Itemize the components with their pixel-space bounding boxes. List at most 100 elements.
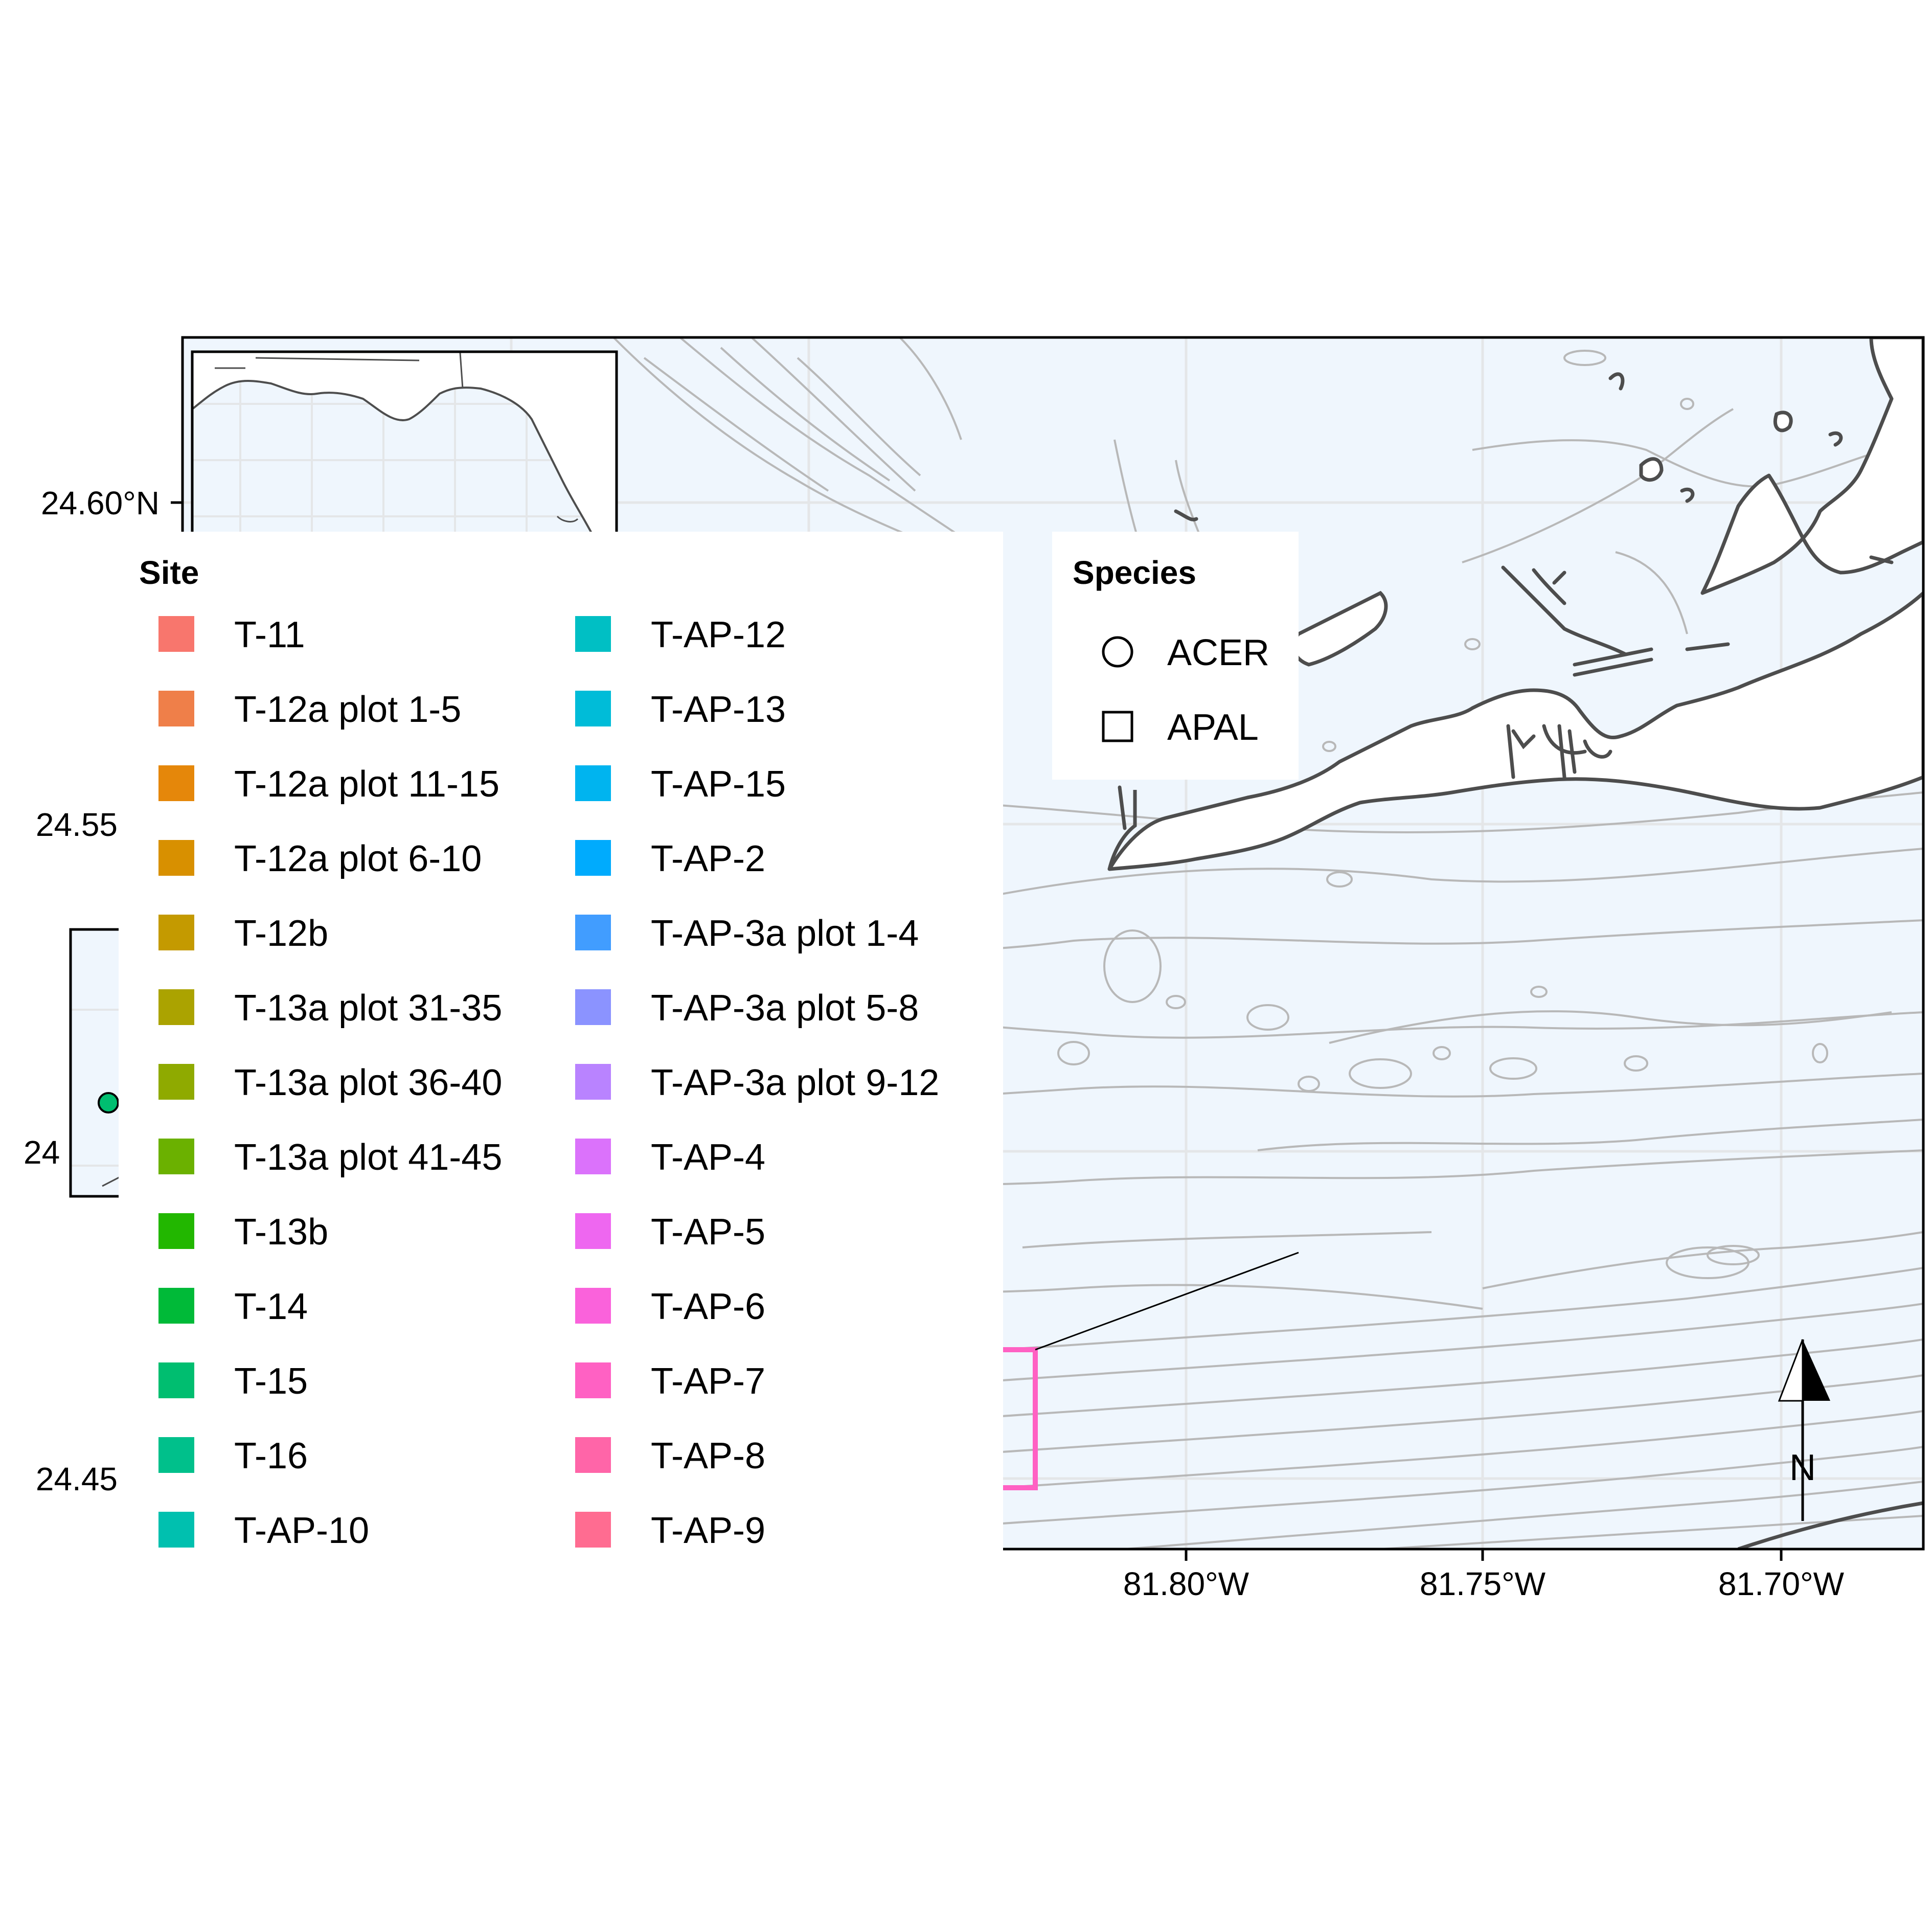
square-symbol-icon: [1102, 711, 1133, 742]
site-swatch-t-ap-9: [575, 1512, 611, 1548]
site-label-t-ap-4: T-AP-4: [651, 1137, 765, 1178]
site-swatch-t-ap-8: [575, 1437, 611, 1473]
site-legend-item-t-ap-7: T-AP-7: [575, 1361, 765, 1402]
site-label-t-ap-5: T-AP-5: [651, 1212, 765, 1253]
site-label-t-13a-plot-31-35: T-13a plot 31-35: [234, 988, 502, 1029]
site-label-t-ap-13: T-AP-13: [651, 689, 786, 730]
site-legend-item-t-ap-15: T-AP-15: [575, 764, 786, 805]
site-swatch-t-12b: [158, 915, 194, 950]
site-label-t-ap-12: T-AP-12: [651, 615, 786, 655]
site-legend-item-t-ap-13: T-AP-13: [575, 689, 786, 730]
site-legend-item-t-11: T-11: [158, 615, 305, 655]
site-label-t-12a-plot-11-15: T-12a plot 11-15: [234, 764, 499, 805]
site-swatch-t-ap-12: [575, 616, 611, 652]
small-key-2: [1773, 411, 1793, 433]
lon-label-81-75: 81.75°W: [1420, 1565, 1546, 1602]
site-swatch-t-ap-3a-plot-9-12: [575, 1064, 611, 1100]
survey-point-marker[interactable]: [98, 1092, 119, 1113]
site-swatch-t-13a-plot-41-45: [158, 1139, 194, 1174]
florida-inset-map[interactable]: [191, 350, 618, 537]
site-swatch-t-13b: [158, 1213, 194, 1249]
fleming-key: [1291, 590, 1388, 667]
florida-landmass: [192, 352, 617, 536]
species-label-apal: APAL: [1167, 707, 1259, 748]
north-arrow-label: N: [1789, 1447, 1816, 1488]
site-swatch-t-ap-13: [575, 691, 611, 726]
site-legend-item-t-ap-3a-plot-5-8: T-AP-3a plot 5-8: [575, 988, 919, 1029]
species-legend: Species ACER APAL: [1052, 532, 1299, 780]
site-swatch-t-ap-5: [575, 1213, 611, 1249]
site-swatch-t-ap-3a-plot-1-4: [575, 915, 611, 950]
site-label-t-12a-plot-6-10: T-12a plot 6-10: [234, 838, 482, 879]
lat-label-24-45: 24.45: [36, 1461, 118, 1497]
site-label-t-11: T-11: [234, 615, 305, 655]
site-legend-item-t-ap-8: T-AP-8: [575, 1436, 765, 1476]
site-swatch-t-13a-plot-36-40: [158, 1064, 194, 1100]
latitude-axis-labels: 24.60°N 24.55 24.45 24: [24, 485, 160, 1497]
site-swatch-t-ap-7: [575, 1362, 611, 1398]
site-label-t-ap-9: T-AP-9: [651, 1510, 765, 1551]
site-legend-item-t-12a-plot-1-5: T-12a plot 1-5: [158, 689, 461, 730]
site-swatch-t-16: [158, 1437, 194, 1473]
site-legend-item-t-12a-plot-6-10: T-12a plot 6-10: [158, 838, 482, 879]
site-label-t-ap-15: T-AP-15: [651, 764, 786, 805]
site-label-t-13a-plot-41-45: T-13a plot 41-45: [234, 1137, 502, 1178]
species-legend-items: ACER APAL: [1102, 632, 1269, 748]
site-label-t-15: T-15: [234, 1361, 308, 1402]
site-label-t-ap-7: T-AP-7: [651, 1361, 765, 1402]
site-swatch-t-12a-plot-1-5: [158, 691, 194, 726]
site-legend-item-t-ap-3a-plot-9-12: T-AP-3a plot 9-12: [575, 1062, 939, 1103]
site-legend-item-t-14: T-14: [158, 1286, 308, 1327]
lon-label-81-70: 81.70°W: [1718, 1565, 1845, 1602]
key-west-island: [1107, 591, 1923, 871]
site-swatch-t-ap-6: [575, 1288, 611, 1324]
coastline: [1107, 337, 1923, 1549]
small-key: [1639, 457, 1664, 482]
species-legend-title: Species: [1073, 554, 1196, 591]
site-legend-item-t-12b: T-12b: [158, 913, 328, 954]
coastline-southeast: [1737, 1501, 1923, 1549]
site-label-t-12a-plot-1-5: T-12a plot 1-5: [234, 689, 461, 730]
site-label-t-ap-3a-plot-9-12: T-AP-3a plot 9-12: [651, 1062, 939, 1103]
site-label-t-ap-2: T-AP-2: [651, 838, 765, 879]
coastline-west: [1107, 790, 1137, 870]
site-label-t-13a-plot-36-40: T-13a plot 36-40: [234, 1062, 502, 1103]
site-swatch-t-ap-3a-plot-5-8: [575, 989, 611, 1025]
site-legend-item-t-13a-plot-31-35: T-13a plot 31-35: [158, 988, 502, 1029]
site-legend-item-t-15: T-15: [158, 1361, 308, 1402]
lat-label-24-55: 24.55: [36, 806, 118, 843]
northern-keys: [1700, 337, 1923, 595]
lon-label-81-80: 81.80°W: [1123, 1565, 1249, 1602]
site-label-t-ap-10: T-AP-10: [234, 1510, 369, 1551]
site-legend-item-t-13a-plot-36-40: T-13a plot 36-40: [158, 1062, 502, 1103]
site-legend-item-t-ap-6: T-AP-6: [575, 1286, 765, 1327]
species-legend-background: [1052, 532, 1299, 780]
site-swatch-t-14: [158, 1288, 194, 1324]
site-label-t-ap-6: T-AP-6: [651, 1286, 765, 1327]
site-legend-item-t-ap-10: T-AP-10: [158, 1510, 369, 1551]
site-swatch-t-12a-plot-6-10: [158, 840, 194, 876]
circle-symbol-icon: [1102, 636, 1133, 668]
site-label-t-12b: T-12b: [234, 913, 328, 954]
site-legend-item-t-12a-plot-11-15: T-12a plot 11-15: [158, 764, 499, 805]
site-swatch-t-13a-plot-31-35: [158, 989, 194, 1025]
lat-label-24-60: 24.60°N: [41, 485, 160, 521]
site-swatch-t-ap-10: [158, 1512, 194, 1548]
site-legend-item-t-ap-2: T-AP-2: [575, 838, 765, 879]
site-legend-background: [119, 532, 1003, 1575]
site-swatch-t-12a-plot-11-15: [158, 765, 194, 801]
site-swatch-t-15: [158, 1362, 194, 1398]
site-legend-item-t-13a-plot-41-45: T-13a plot 41-45: [158, 1137, 502, 1178]
site-legend-item-t-ap-9: T-AP-9: [575, 1510, 765, 1551]
lat-label-partial: 24: [24, 1134, 60, 1171]
site-legend-item-t-16: T-16: [158, 1436, 308, 1476]
species-legend-item-acer: ACER: [1102, 632, 1269, 673]
site-legend-item-t-ap-4: T-AP-4: [575, 1137, 765, 1178]
site-swatch-t-ap-4: [575, 1139, 611, 1174]
longitude-axis-labels: 81.80°W 81.75°W 81.70°W: [1123, 1565, 1845, 1602]
site-legend-title: Site: [139, 554, 199, 591]
site-legend-item-t-ap-5: T-AP-5: [575, 1212, 765, 1253]
site-label-t-14: T-14: [234, 1286, 308, 1327]
inset-connector-line: [1035, 1252, 1299, 1351]
site-label-t-ap-8: T-AP-8: [651, 1436, 765, 1476]
